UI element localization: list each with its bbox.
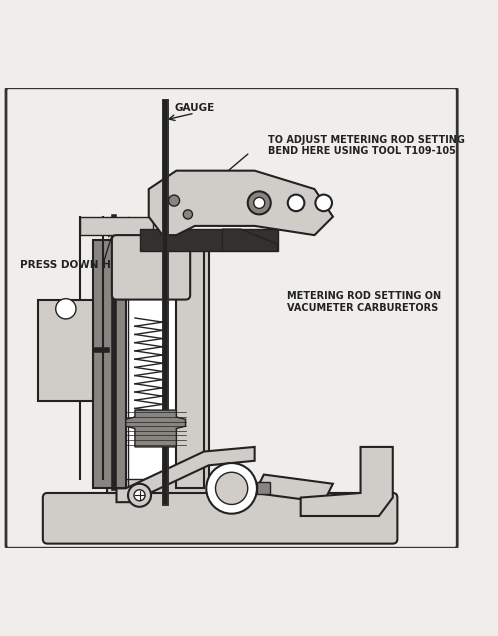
- Bar: [176, 249, 204, 488]
- Circle shape: [128, 484, 151, 507]
- Circle shape: [315, 195, 332, 211]
- Circle shape: [253, 197, 265, 209]
- Polygon shape: [80, 217, 153, 235]
- Bar: [139, 229, 278, 251]
- Polygon shape: [117, 447, 254, 502]
- Circle shape: [183, 210, 192, 219]
- Bar: [257, 482, 270, 494]
- FancyBboxPatch shape: [43, 493, 397, 544]
- Bar: [94, 240, 125, 488]
- Text: PRESS DOWN HERE: PRESS DOWN HERE: [20, 260, 133, 270]
- Polygon shape: [149, 170, 333, 235]
- Circle shape: [248, 191, 271, 214]
- Text: TO ADJUST METERING ROD SETTING
BEND HERE USING TOOL T109-105: TO ADJUST METERING ROD SETTING BEND HERE…: [268, 135, 465, 156]
- Text: METERING ROD SETTING ON
VACUMETER CARBURETORS: METERING ROD SETTING ON VACUMETER CARBUR…: [287, 291, 441, 313]
- Text: A: A: [186, 193, 194, 204]
- Circle shape: [134, 490, 145, 501]
- Circle shape: [168, 195, 180, 206]
- Bar: [107, 240, 209, 493]
- Bar: [121, 272, 195, 479]
- Circle shape: [206, 463, 257, 514]
- Bar: [38, 300, 94, 401]
- Circle shape: [56, 299, 76, 319]
- Circle shape: [288, 195, 304, 211]
- Circle shape: [216, 473, 248, 504]
- Polygon shape: [125, 410, 186, 447]
- FancyBboxPatch shape: [112, 235, 190, 300]
- Polygon shape: [301, 447, 393, 516]
- Text: B: B: [210, 214, 217, 224]
- Text: GAUGE: GAUGE: [175, 104, 215, 113]
- Polygon shape: [254, 474, 333, 502]
- Polygon shape: [223, 229, 278, 251]
